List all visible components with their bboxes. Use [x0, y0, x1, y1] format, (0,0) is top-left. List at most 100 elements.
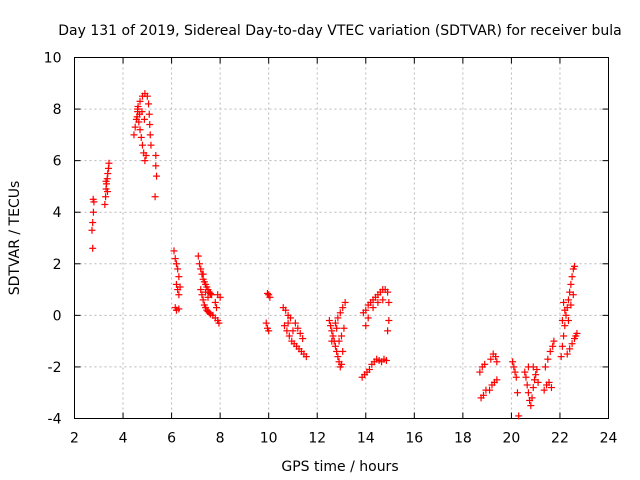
- y-tick-label: 8: [53, 102, 62, 118]
- x-axis-label: GPS time / hours: [281, 459, 398, 475]
- data-point: [104, 170, 112, 178]
- data-point: [369, 304, 377, 312]
- data-point: [88, 226, 96, 234]
- data-point: [382, 356, 390, 364]
- y-tick-label: -4: [48, 412, 62, 428]
- data-point: [199, 270, 207, 278]
- data-point: [211, 298, 219, 306]
- data-point: [530, 376, 538, 384]
- data-point: [544, 355, 552, 363]
- x-tick-label: 4: [119, 431, 128, 447]
- data-point: [362, 322, 370, 330]
- data-point: [170, 247, 178, 255]
- data-point: [384, 288, 392, 296]
- x-tick-label: 12: [308, 431, 326, 447]
- data-point: [487, 355, 495, 363]
- x-tick-label: 14: [357, 431, 375, 447]
- data-point: [134, 105, 142, 113]
- x-tick-label: 18: [454, 431, 472, 447]
- data-point: [385, 298, 393, 306]
- data-point: [335, 337, 343, 345]
- data-point: [362, 306, 370, 314]
- data-point: [566, 345, 574, 353]
- data-point: [289, 327, 297, 335]
- data-point: [280, 322, 288, 330]
- data-point: [566, 288, 574, 296]
- data-point: [140, 115, 148, 123]
- data-point: [206, 289, 214, 297]
- data-point: [557, 353, 565, 361]
- data-point: [336, 309, 344, 317]
- data-point: [130, 131, 138, 139]
- data-point: [89, 244, 97, 252]
- data-point: [533, 366, 541, 374]
- data-point: [510, 363, 518, 371]
- x-tick-label: 20: [502, 431, 520, 447]
- data-point: [334, 314, 342, 322]
- data-point: [287, 314, 295, 322]
- data-point: [131, 123, 139, 131]
- data-point: [174, 265, 182, 273]
- data-point: [338, 332, 345, 340]
- data-point: [327, 322, 335, 330]
- data-point: [340, 324, 348, 332]
- data-point: [151, 193, 159, 201]
- data-point: [171, 255, 179, 263]
- data-point: [365, 366, 373, 374]
- data-point: [546, 347, 554, 355]
- data-point: [266, 293, 274, 301]
- data-point: [339, 347, 347, 355]
- data-point: [175, 305, 183, 313]
- data-point: [152, 151, 160, 159]
- y-tick-label: -2: [48, 360, 62, 376]
- data-point: [334, 353, 342, 361]
- data-point: [136, 126, 144, 134]
- data-point: [102, 193, 110, 201]
- data-point: [493, 358, 501, 366]
- data-point: [104, 188, 112, 196]
- data-point: [145, 100, 153, 108]
- data-point: [294, 324, 302, 332]
- plot-frame: [74, 57, 609, 419]
- data-point: [333, 347, 341, 355]
- y-axis-label: SDTVAR / TECUs: [7, 181, 23, 296]
- data-point: [523, 381, 531, 389]
- data-point: [212, 304, 220, 312]
- data-point: [567, 280, 575, 288]
- x-tick-label: 24: [600, 431, 618, 447]
- data-point: [135, 118, 143, 126]
- data-point: [564, 296, 572, 304]
- data-point: [511, 368, 519, 376]
- data-point: [138, 141, 146, 149]
- data-point: [147, 141, 155, 149]
- data-point: [564, 317, 572, 325]
- data-point: [562, 311, 570, 319]
- data-point: [567, 301, 575, 309]
- data-point: [558, 317, 566, 325]
- y-tick-label: 4: [53, 205, 62, 221]
- data-point: [296, 329, 304, 337]
- data-point: [194, 252, 202, 260]
- data-point: [197, 265, 205, 273]
- data-point: [563, 350, 571, 358]
- y-tick-label: 6: [53, 154, 62, 170]
- chart-title: Day 131 of 2019, Sidereal Day-to-day VTE…: [58, 23, 621, 39]
- data-point: [328, 337, 336, 345]
- data-point: [153, 172, 161, 180]
- x-tick-label: 22: [551, 431, 569, 447]
- x-tick-label: 2: [70, 431, 79, 447]
- data-point: [561, 322, 569, 330]
- data-point: [573, 329, 581, 337]
- data-point: [141, 157, 149, 165]
- data-point: [561, 306, 569, 314]
- data-point: [527, 402, 535, 410]
- data-point: [142, 151, 150, 159]
- data-point: [208, 291, 216, 299]
- data-point: [283, 327, 291, 335]
- data-point: [338, 360, 345, 368]
- data-point: [101, 200, 109, 208]
- data-point: [558, 342, 566, 350]
- data-point: [521, 368, 529, 376]
- data-point: [529, 363, 537, 371]
- data-point: [199, 296, 207, 304]
